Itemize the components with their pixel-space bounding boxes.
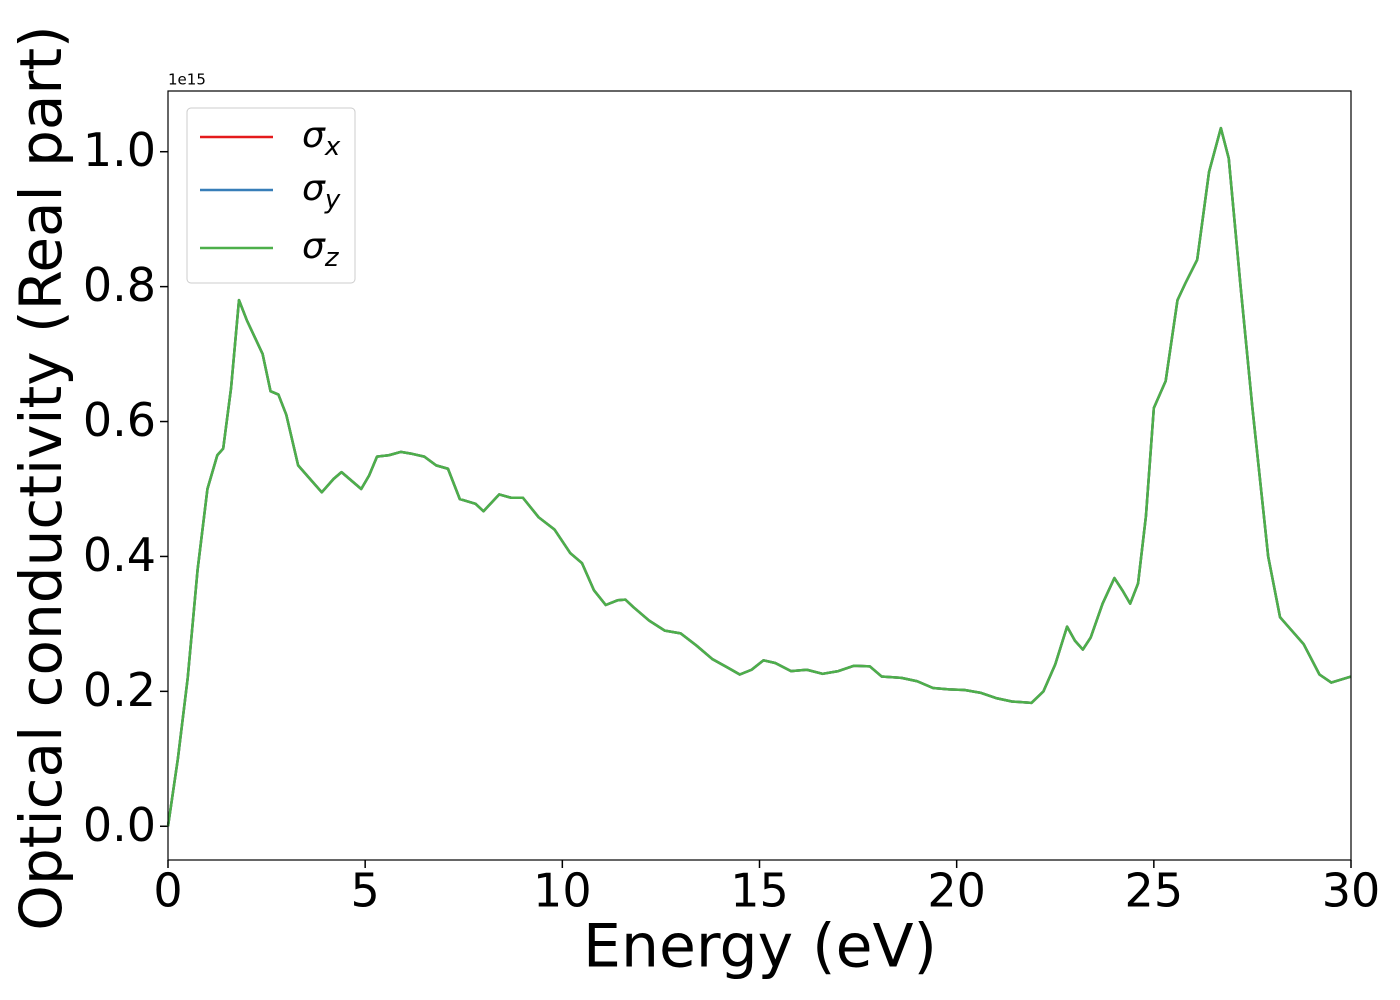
- legend-label: σx: [302, 115, 341, 162]
- x-tick-label: 30: [1322, 864, 1381, 918]
- legend-label: σy: [302, 168, 341, 215]
- y-tick-label: 1.0: [83, 123, 156, 177]
- y-tick-label: 0.8: [83, 258, 156, 312]
- y-tick-label: 0.6: [83, 393, 156, 447]
- legend: σx σy σz: [186, 107, 356, 284]
- y-tick-label: 0.2: [83, 663, 156, 717]
- x-tick-label: 25: [1125, 864, 1184, 918]
- x-axis-label: Energy (eV): [583, 912, 937, 982]
- x-tick-label: 10: [533, 864, 592, 918]
- x-tick-label: 20: [927, 864, 986, 918]
- data-line: [166, 126, 1352, 827]
- y-tick-label: 0.4: [83, 528, 156, 582]
- legend-box: [186, 107, 356, 284]
- legend-label: σz: [302, 226, 340, 273]
- y-tick-label: 0.0: [83, 798, 156, 852]
- plot-frame: [167, 90, 1352, 861]
- y-axis-label: Optical conductivity (Real part): [7, 25, 75, 930]
- y-offset-label: 1e15: [168, 71, 206, 89]
- x-tick-label: 15: [730, 864, 789, 918]
- x-tick-label: 5: [351, 864, 380, 918]
- x-tick-label: 0: [153, 864, 182, 918]
